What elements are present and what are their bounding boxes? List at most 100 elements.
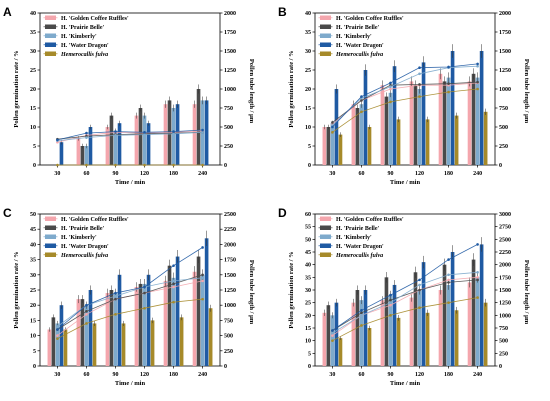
x-tick-label: 240: [198, 171, 207, 177]
bar: [334, 302, 339, 366]
series-line: [57, 274, 203, 330]
y-tick-label: 20: [305, 87, 311, 93]
x-tick-label: 30: [329, 372, 335, 378]
bar: [442, 81, 447, 165]
bar: [409, 81, 414, 165]
bar: [196, 256, 201, 366]
x-tick-label: 90: [387, 171, 393, 177]
legend-entry: H. 'Prairie Belle': [61, 226, 104, 232]
x-tick-label: 60: [83, 171, 89, 177]
x-tick-label: 180: [444, 171, 453, 177]
bar: [471, 73, 476, 165]
bar: [192, 271, 197, 366]
line-point: [418, 306, 421, 310]
y2-tick-label: 250: [224, 144, 233, 150]
bar: [475, 77, 480, 165]
bar: [367, 328, 372, 366]
y2-tick-label: 2750: [499, 225, 511, 231]
bar: [359, 104, 364, 165]
line-point: [476, 278, 479, 282]
x-tick-label: 180: [169, 171, 178, 177]
bar: [392, 66, 397, 165]
bar: [446, 284, 451, 366]
line-point: [360, 99, 363, 102]
bar: [388, 92, 393, 165]
legend-entry: H. 'Water Dragon': [61, 244, 109, 250]
line-point: [360, 314, 363, 317]
y2-tick-label: 1250: [224, 288, 236, 294]
bar: [442, 264, 447, 366]
line-point: [418, 283, 421, 287]
y2-axis-label: Pollen tube length / μm: [523, 260, 530, 325]
line-point: [114, 291, 117, 295]
line-point: [85, 309, 88, 313]
line-point: [85, 163, 88, 167]
legend-entry: H. 'Water Dragon': [61, 43, 109, 49]
bar: [438, 73, 443, 165]
y-tick-label: 0: [308, 364, 311, 370]
x-tick-label: 120: [140, 372, 149, 378]
line-point: [114, 313, 117, 316]
bar: [454, 310, 459, 366]
line-point: [331, 125, 334, 129]
y-tick-label: 35: [30, 30, 36, 36]
bar: [84, 305, 89, 366]
y-tick-label: 50: [305, 237, 311, 243]
y-tick-label: 15: [30, 318, 36, 324]
line-point: [418, 95, 421, 98]
line-point: [389, 298, 392, 302]
line-point: [476, 243, 479, 246]
x-tick-label: 240: [473, 171, 482, 177]
bar: [142, 115, 147, 165]
series-line: [57, 131, 203, 140]
x-tick-label: 90: [387, 372, 393, 378]
x-tick-label: 240: [473, 372, 482, 378]
bar: [413, 85, 418, 165]
bar: [175, 104, 180, 165]
line-point: [114, 294, 117, 298]
bar: [117, 123, 122, 165]
bar: [359, 300, 364, 366]
bar: [200, 274, 205, 366]
bar: [109, 115, 114, 165]
y2-tick-label: 0: [499, 163, 502, 169]
bar: [179, 317, 184, 366]
y2-tick-label: 1500: [224, 49, 236, 55]
y2-tick-label: 750: [499, 106, 508, 112]
bar: [330, 123, 335, 165]
bar: [105, 127, 110, 165]
bar: [163, 104, 168, 165]
line-point: [114, 130, 117, 133]
line-point: [201, 163, 204, 167]
bar: [388, 295, 393, 366]
y2-tick-label: 2500: [224, 212, 236, 218]
bar: [384, 277, 389, 366]
bar: [192, 104, 197, 165]
bar: [483, 302, 488, 366]
line-point: [172, 130, 175, 133]
series-line: [332, 65, 478, 126]
bar: [483, 111, 488, 165]
line-point: [331, 334, 334, 337]
bar: [467, 282, 472, 366]
bar: [417, 290, 422, 366]
y2-tick-label: 3000: [499, 212, 511, 218]
series-line: [57, 247, 203, 330]
line-point: [331, 131, 334, 134]
bar: [450, 252, 455, 366]
y-tick-label: 45: [30, 227, 36, 233]
y-tick-label: 10: [305, 339, 311, 345]
line-point: [447, 82, 450, 85]
y-tick-label: 0: [33, 163, 36, 169]
x-tick-label: 120: [415, 372, 424, 378]
bar: [134, 115, 139, 165]
y-tick-label: 30: [305, 288, 311, 294]
y2-tick-label: 2250: [224, 227, 236, 233]
y-tick-label: 40: [305, 11, 311, 17]
line-point: [389, 301, 392, 304]
line-point: [172, 300, 175, 304]
panel-d: D 0 5 10 15 20 25 30 35 40 45 50 55 60 0 250 500 750 1000 1…: [278, 206, 530, 387]
bar: [450, 51, 455, 165]
bar: [446, 77, 451, 165]
